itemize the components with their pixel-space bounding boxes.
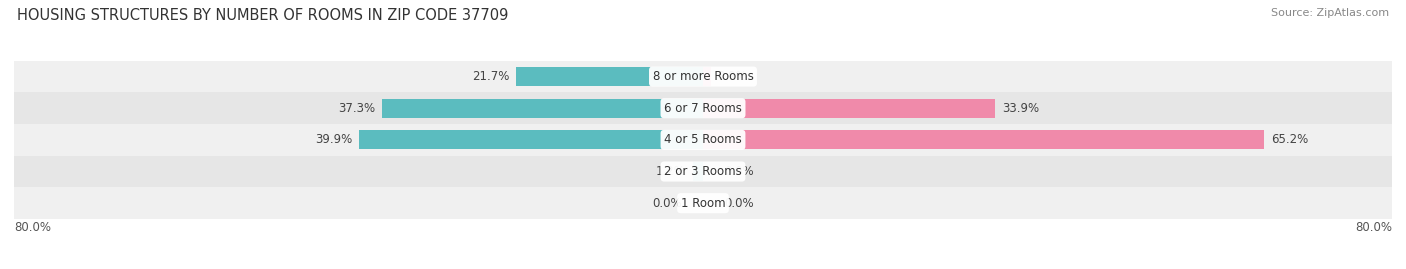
Text: 80.0%: 80.0%: [1355, 221, 1392, 233]
Text: 37.3%: 37.3%: [337, 102, 375, 115]
Bar: [703, 99, 995, 118]
Bar: [14, 156, 1392, 187]
Text: Source: ZipAtlas.com: Source: ZipAtlas.com: [1271, 8, 1389, 18]
Text: 4 or 5 Rooms: 4 or 5 Rooms: [664, 133, 742, 146]
Bar: [516, 67, 703, 86]
Text: 33.9%: 33.9%: [1002, 102, 1039, 115]
Text: 6 or 7 Rooms: 6 or 7 Rooms: [664, 102, 742, 115]
Bar: [693, 162, 703, 181]
Text: 80.0%: 80.0%: [14, 221, 51, 233]
Text: 1 Room: 1 Room: [681, 197, 725, 210]
Bar: [14, 187, 1392, 219]
Text: 0.0%: 0.0%: [724, 197, 754, 210]
Bar: [14, 61, 1392, 93]
Text: 0.9%: 0.9%: [717, 70, 748, 83]
Text: HOUSING STRUCTURES BY NUMBER OF ROOMS IN ZIP CODE 37709: HOUSING STRUCTURES BY NUMBER OF ROOMS IN…: [17, 8, 508, 23]
Bar: [360, 130, 703, 149]
Text: 39.9%: 39.9%: [315, 133, 353, 146]
Bar: [703, 67, 711, 86]
Bar: [14, 124, 1392, 156]
Text: 2 or 3 Rooms: 2 or 3 Rooms: [664, 165, 742, 178]
Text: 0.0%: 0.0%: [652, 197, 682, 210]
Bar: [14, 93, 1392, 124]
Text: 8 or more Rooms: 8 or more Rooms: [652, 70, 754, 83]
Bar: [382, 99, 703, 118]
Text: 0.0%: 0.0%: [724, 165, 754, 178]
Text: 21.7%: 21.7%: [472, 70, 509, 83]
Text: 1.2%: 1.2%: [657, 165, 686, 178]
Bar: [703, 130, 1264, 149]
Text: 65.2%: 65.2%: [1271, 133, 1309, 146]
